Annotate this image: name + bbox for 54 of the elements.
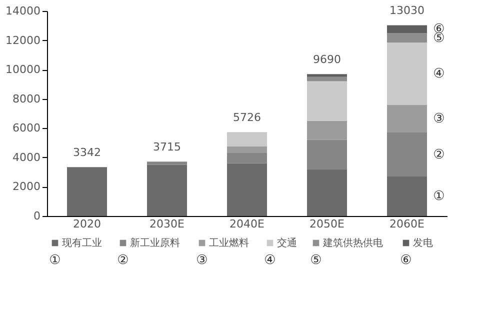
y-tick-label: 2000: [12, 180, 40, 194]
text: ⑥: [400, 253, 412, 268]
x-tick-label: 2060E: [390, 218, 425, 230]
bar: [387, 132, 427, 176]
y-tick-label: 0: [34, 210, 40, 222]
total-label: 13030: [390, 4, 424, 18]
bar: [387, 42, 427, 105]
x-tick-label: 2040E: [230, 218, 265, 230]
text: ④: [264, 253, 276, 268]
bar: [227, 146, 267, 154]
total-label: 3342: [73, 146, 101, 160]
text: ②: [117, 253, 129, 268]
bar: [227, 132, 267, 146]
bar: [307, 140, 347, 170]
x-tick-label: 2020: [73, 218, 101, 230]
bar: [387, 33, 427, 42]
legend-label: 现有工业: [62, 237, 102, 249]
bar: [307, 74, 347, 77]
annotation: ①: [433, 189, 445, 204]
legend-label: 发电: [413, 237, 433, 249]
total-label: 9690: [313, 53, 341, 66]
x-tick-label: 2050E: [310, 218, 345, 230]
bar: [307, 81, 347, 121]
text: ③: [196, 253, 208, 268]
x-tick-label: 2030E: [150, 218, 185, 230]
text: ①: [49, 253, 61, 268]
annotation: ③: [433, 112, 445, 127]
bar: [147, 164, 187, 216]
total-label: 3715: [153, 140, 181, 154]
bar: [307, 76, 347, 82]
bar: [147, 162, 187, 165]
bar: [307, 169, 347, 216]
legend-label: 新工业原料: [130, 237, 180, 249]
y-tick-label: 8000: [12, 92, 40, 106]
bar: [387, 104, 427, 133]
y-tick-label: 12000: [6, 34, 40, 47]
total-label: 5726: [233, 111, 261, 124]
bar: [227, 153, 267, 164]
y-tick-label: 6000: [12, 122, 40, 135]
legend-label: 交通: [277, 237, 297, 249]
annotation: ②: [433, 148, 445, 162]
legend-label: 建筑供热供电: [322, 237, 383, 249]
bar: [67, 167, 107, 216]
y-tick-label: 10000: [6, 63, 40, 76]
bar: [387, 176, 427, 216]
text: ⑤: [310, 253, 322, 268]
annotation: ④: [433, 66, 445, 82]
bar: [227, 163, 267, 216]
annotation: ⑤: [433, 30, 445, 46]
y-tick-label: 14000: [6, 4, 40, 18]
bar: [387, 25, 427, 34]
legend-label: 工业燃料: [209, 237, 249, 249]
bar: [307, 120, 347, 140]
y-tick-label: 4000: [12, 150, 40, 164]
